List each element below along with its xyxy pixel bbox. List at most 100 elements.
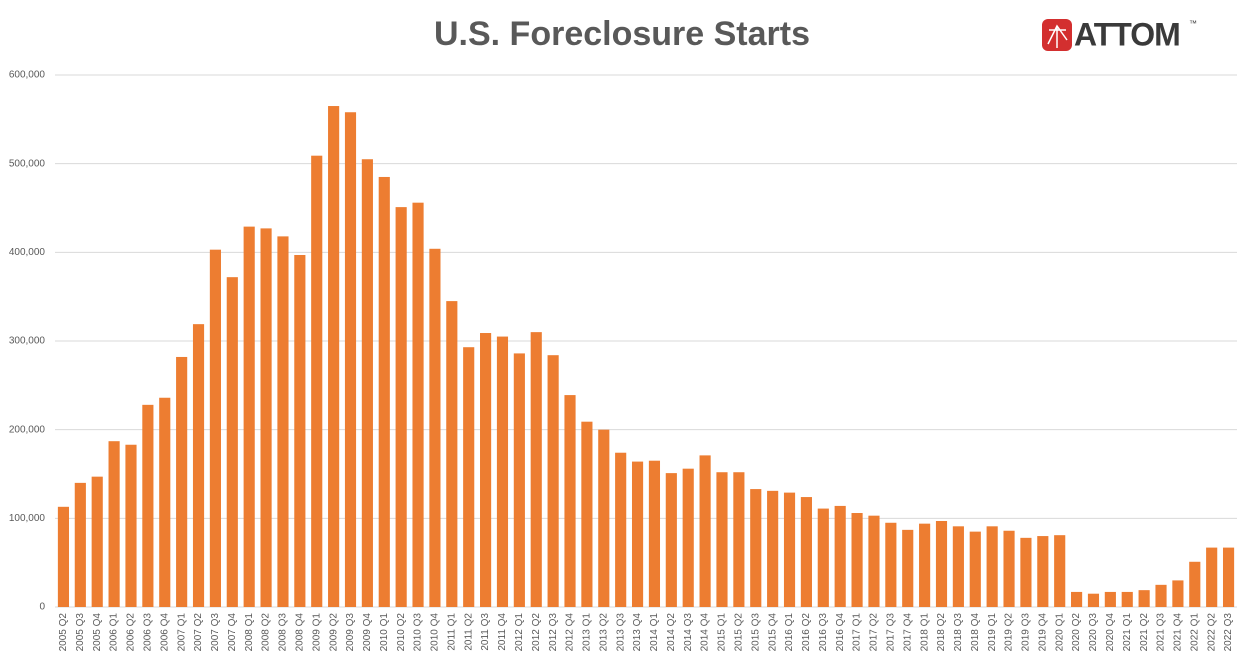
y-tick-label: 500,000 <box>9 158 46 169</box>
x-tick-label: 2022 Q3 <box>1223 613 1234 652</box>
x-tick-label: 2017 Q1 <box>852 613 863 652</box>
y-tick-label: 400,000 <box>9 247 46 258</box>
x-tick-label: 2012 Q1 <box>514 613 525 652</box>
x-tick-label: 2007 Q3 <box>210 613 221 652</box>
bar <box>834 505 846 607</box>
x-tick-label: 2010 Q3 <box>413 613 424 652</box>
x-tick-label: 2015 Q3 <box>750 613 761 652</box>
x-tick-label: 2012 Q2 <box>531 613 542 652</box>
bar <box>412 202 424 607</box>
x-tick-label: 2020 Q4 <box>1105 613 1116 652</box>
x-tick-label: 2009 Q1 <box>311 613 322 652</box>
bar <box>463 347 475 607</box>
bar <box>57 506 70 607</box>
y-tick-label: 100,000 <box>9 513 46 524</box>
x-tick-label: 2022 Q2 <box>1206 613 1217 652</box>
bar <box>615 452 627 607</box>
x-tick-label: 2019 Q2 <box>1004 613 1015 652</box>
bar <box>783 492 796 607</box>
bar <box>902 529 914 607</box>
bar <box>361 159 373 607</box>
logo-icon-lines <box>1047 24 1068 48</box>
x-tick-label: 2010 Q4 <box>430 613 441 652</box>
x-tick-label: 2012 Q3 <box>548 613 559 652</box>
bar <box>935 520 948 607</box>
x-tick-label: 2006 Q3 <box>143 613 154 652</box>
x-tick-label: 2010 Q1 <box>379 613 390 652</box>
x-tick-label: 2010 Q2 <box>396 613 407 652</box>
x-tick-label: 2008 Q2 <box>261 613 272 652</box>
bar <box>159 397 171 607</box>
bar <box>480 333 492 607</box>
x-tick-label: 2021 Q2 <box>1139 613 1150 652</box>
x-tick-label: 2021 Q1 <box>1122 613 1133 652</box>
x-tick-label: 2013 Q4 <box>632 613 643 652</box>
x-tick-label: 2018 Q2 <box>936 613 947 652</box>
x-tick-label: 2014 Q4 <box>700 613 711 652</box>
bar <box>1104 591 1116 607</box>
bar <box>74 482 86 607</box>
x-tick-label: 2016 Q2 <box>801 613 812 652</box>
x-tick-label: 2009 Q3 <box>345 613 356 652</box>
x-tick-label: 2009 Q4 <box>362 613 373 652</box>
bar <box>547 355 559 607</box>
bar <box>598 429 610 607</box>
x-tick-label: 2015 Q2 <box>734 613 745 652</box>
x-tick-label: 2005 Q3 <box>75 613 86 652</box>
x-tick-label: 2014 Q1 <box>649 613 660 652</box>
bar <box>564 395 576 607</box>
logo-trademark: ™ <box>1189 19 1197 28</box>
bar <box>581 421 593 607</box>
bar <box>1206 547 1218 607</box>
x-tick-label: 2019 Q3 <box>1021 613 1032 652</box>
bar <box>1222 547 1235 607</box>
bar <box>631 461 644 607</box>
bar <box>716 472 728 607</box>
y-tick-label: 0 <box>39 602 45 613</box>
x-tick-label: 2019 Q4 <box>1037 613 1048 652</box>
bar <box>1172 580 1184 607</box>
bar <box>91 476 103 607</box>
bar <box>665 473 677 607</box>
x-tick-label: 2020 Q2 <box>1071 613 1082 652</box>
x-tick-label: 2007 Q1 <box>176 613 187 652</box>
bar <box>885 522 897 607</box>
bar <box>243 226 255 607</box>
bar <box>513 353 525 607</box>
x-tick-label: 2006 Q4 <box>159 613 170 652</box>
bar <box>277 236 289 607</box>
bar <box>1087 593 1100 607</box>
chart-title: U.S. Foreclosure Starts <box>434 15 810 53</box>
y-tick-label: 300,000 <box>9 336 46 347</box>
x-tick-label: 2005 Q4 <box>92 613 103 652</box>
x-tick-label: 2018 Q3 <box>953 613 964 652</box>
bar <box>648 460 661 607</box>
x-tick-label: 2014 Q2 <box>666 613 677 652</box>
x-tick-label: 2013 Q2 <box>598 613 609 652</box>
bar <box>969 531 981 607</box>
x-tick-label: 2007 Q4 <box>227 613 238 652</box>
bar <box>1054 535 1066 607</box>
x-tick-label: 2016 Q3 <box>818 613 829 652</box>
bar <box>986 526 998 607</box>
bar <box>1037 536 1049 607</box>
x-tick-label: 2011 Q4 <box>497 613 508 651</box>
x-tick-label: 2020 Q1 <box>1054 613 1065 652</box>
x-tick-label: 2015 Q1 <box>717 613 728 652</box>
bar <box>1189 561 1201 607</box>
x-tick-label: 2006 Q2 <box>126 613 137 652</box>
bar <box>767 490 779 607</box>
bar <box>919 523 931 607</box>
bar <box>176 356 188 607</box>
bar <box>378 176 390 607</box>
bar <box>952 526 964 607</box>
bar <box>817 508 829 607</box>
bar <box>395 207 407 607</box>
x-tick-label: 2016 Q4 <box>835 613 846 652</box>
x-tick-label: 2021 Q4 <box>1173 613 1184 652</box>
bar <box>328 106 340 608</box>
x-tick-label: 2017 Q3 <box>885 613 896 652</box>
logo-text: ATTOM <box>1074 16 1180 52</box>
x-tick-label: 2008 Q3 <box>278 613 289 652</box>
